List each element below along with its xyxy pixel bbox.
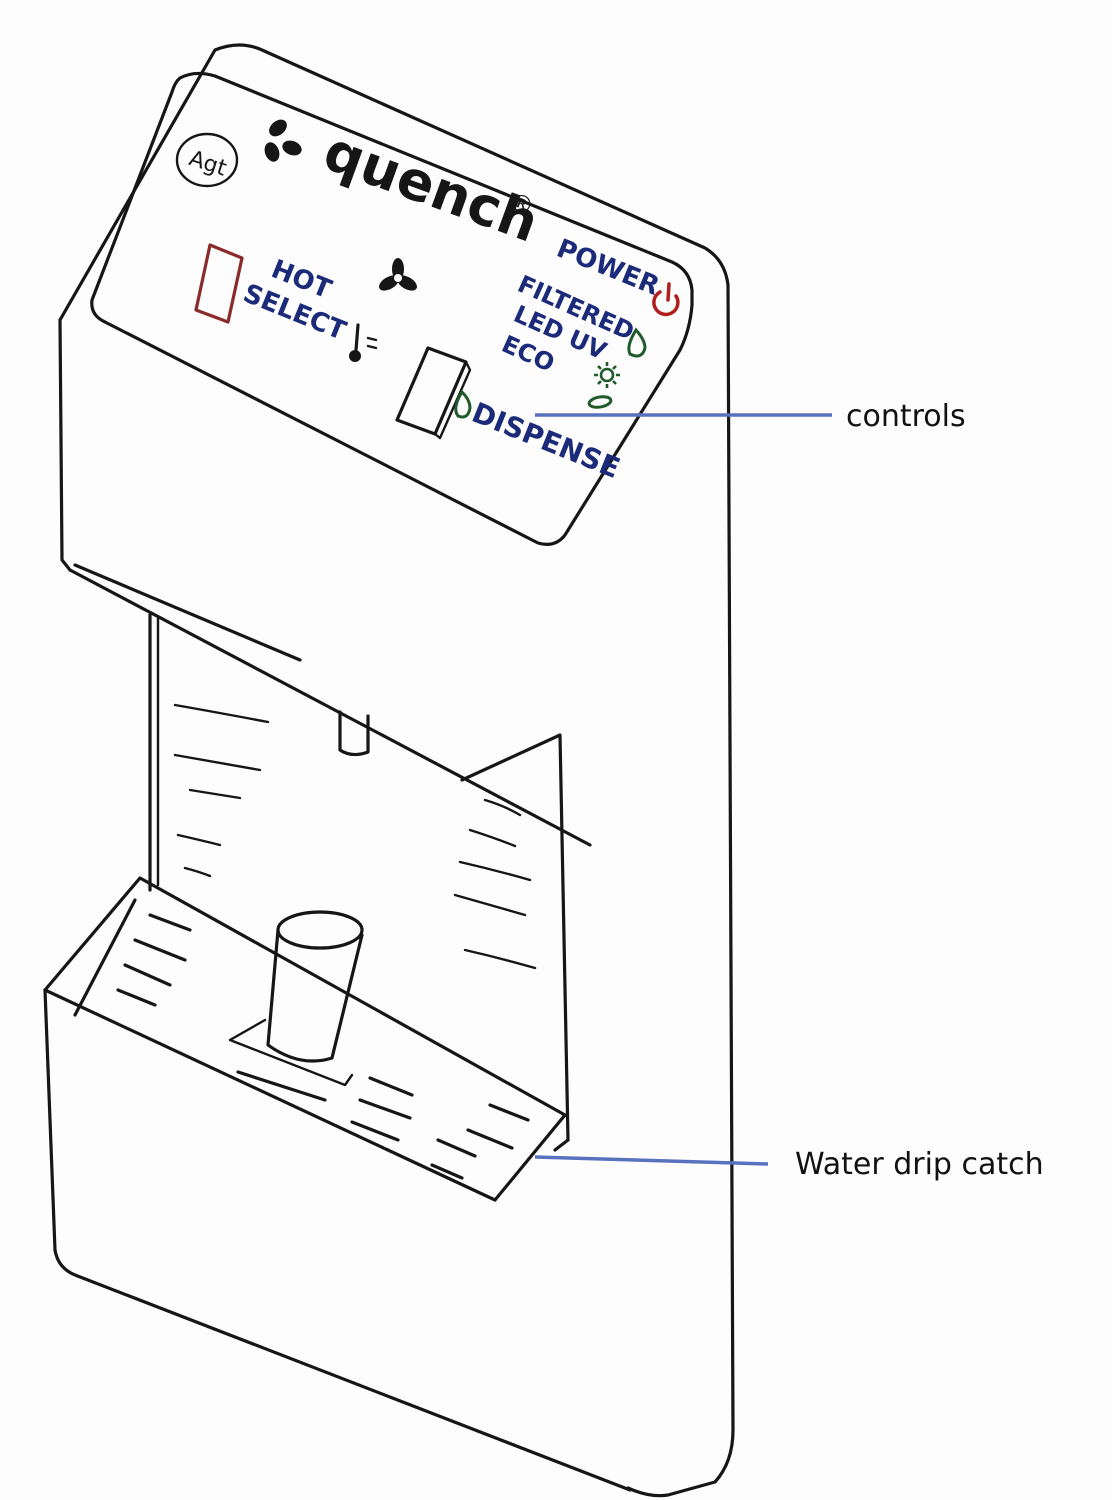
three-leaf-logo-icon xyxy=(264,119,302,162)
water-drop-icon xyxy=(454,389,472,419)
dispense-nozzle xyxy=(338,710,370,757)
recess-back-right xyxy=(460,733,570,1142)
leaf-icon xyxy=(587,395,613,409)
dispense-label: DISPENSE xyxy=(467,396,624,485)
back-wall-texture xyxy=(173,703,537,970)
filtered-drop-icon xyxy=(627,327,647,358)
drip-tray-front-edge xyxy=(43,988,497,1202)
drip-tray-grate xyxy=(116,913,530,1180)
top-face-lower-edge xyxy=(68,568,592,847)
brand-name: quench xyxy=(316,119,547,254)
sun-icon xyxy=(594,362,620,388)
drip-callout-label: Water drip catch xyxy=(795,1147,1044,1182)
top-face-bevel xyxy=(73,563,302,662)
thermometer-icon xyxy=(349,323,378,362)
drip-callout-line xyxy=(534,1155,769,1166)
hot-select-button xyxy=(194,243,244,324)
badge-label: Agt xyxy=(186,146,230,182)
controls-callout-label: controls xyxy=(846,399,966,434)
recess-floor-right xyxy=(553,1138,570,1152)
power-icon xyxy=(652,282,680,317)
dispenser-top-panel-outline xyxy=(58,43,735,1498)
dispense-button xyxy=(395,346,468,436)
cup xyxy=(228,910,364,1087)
control-panel-outline xyxy=(90,71,694,546)
fan-icon xyxy=(379,258,417,291)
dispenser-top-left-edge xyxy=(58,318,72,572)
base-left-side xyxy=(43,988,632,1492)
drip-tray-inner-edge xyxy=(73,898,137,1017)
certification-badge: Agt xyxy=(175,132,239,188)
drip-tray-top-edge xyxy=(43,876,567,1202)
